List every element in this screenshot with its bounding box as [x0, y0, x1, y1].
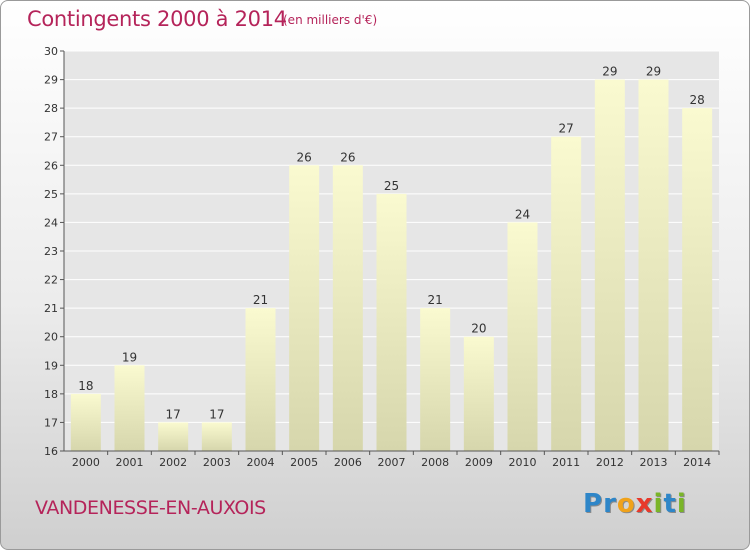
bar: [245, 308, 276, 451]
chart-subtitle: (en milliers d'€): [283, 13, 378, 27]
x-tick-label: 2011: [552, 456, 580, 469]
bars: [70, 79, 713, 452]
data-label: 27: [559, 122, 574, 136]
y-tick-label: 18: [44, 388, 58, 401]
logo-letter: t: [663, 489, 677, 519]
y-tick-label: 25: [44, 188, 58, 201]
bar: [463, 336, 494, 451]
bar: [507, 222, 538, 451]
bar: [551, 136, 582, 451]
bar: [594, 79, 625, 452]
x-tick-label: 2002: [159, 456, 187, 469]
y-tick-label: 29: [44, 74, 58, 87]
data-label: 25: [384, 179, 399, 193]
bar: [682, 108, 713, 452]
logo-letter: r: [603, 489, 617, 519]
x-tick-label: 2005: [290, 456, 318, 469]
bar: [376, 193, 407, 451]
logo-letter: x: [635, 489, 654, 519]
x-tick-label: 2010: [509, 456, 537, 469]
bar: [158, 422, 189, 451]
x-tick-label: 2001: [116, 456, 144, 469]
y-tick-label: 28: [44, 102, 58, 115]
data-label: 17: [166, 407, 181, 421]
x-tick-label: 2012: [596, 456, 624, 469]
bar: [420, 308, 451, 451]
data-label: 29: [646, 65, 661, 79]
x-tick-label: 2013: [640, 456, 668, 469]
logo-letter: i: [653, 489, 664, 519]
logo-letter: i: [676, 489, 687, 519]
x-tick-label: 2014: [683, 456, 711, 469]
proxiti-logo[interactable]: Proxiti: [583, 489, 687, 519]
y-tick-label: 24: [44, 216, 58, 229]
bar: [332, 165, 363, 452]
x-tick-label: 2004: [247, 456, 275, 469]
commune-name: VANDENESSE-EN-AUXOIS: [35, 497, 266, 519]
x-tick-label: 2003: [203, 456, 231, 469]
data-label: 18: [78, 379, 93, 393]
data-label: 20: [471, 322, 486, 336]
y-tick-label: 19: [44, 359, 58, 372]
y-tick-label: 22: [44, 274, 58, 287]
x-tick-label: 2007: [378, 456, 406, 469]
bar: [201, 422, 232, 451]
data-label: 29: [602, 65, 617, 79]
labels: 2000 18 2001 19 2002 17 2003 17 2004 21 2005 26 2006…: [72, 65, 711, 469]
bar: [289, 165, 320, 452]
logo-letter: P: [583, 489, 604, 519]
bar: [638, 79, 669, 452]
y-tick-label: 26: [44, 159, 58, 172]
logo-letter: o: [616, 489, 636, 519]
data-label: 24: [515, 207, 530, 221]
data-label: 26: [297, 150, 312, 164]
y-tick-label: 16: [44, 445, 58, 458]
x-tick-label: 2000: [72, 456, 100, 469]
y-tick-label: 21: [44, 302, 58, 315]
x-tick-label: 2008: [421, 456, 449, 469]
data-label: 28: [690, 93, 705, 107]
y-tick-label: 30: [44, 45, 58, 58]
x-tick-label: 2006: [334, 456, 362, 469]
axes: 16 17 18 19 20 21 22 23 24 25 26 27 28 29 30: [44, 45, 720, 458]
y-tick-label: 17: [44, 416, 58, 429]
bar: [70, 393, 101, 451]
y-tick-label: 27: [44, 131, 58, 144]
chart-title: Contingents 2000 à 2014: [27, 7, 287, 31]
y-tick-label: 23: [44, 245, 58, 258]
x-tick-label: 2009: [465, 456, 493, 469]
data-label: 21: [428, 293, 443, 307]
data-label: 17: [209, 407, 224, 421]
data-label: 26: [340, 150, 355, 164]
y-tick-label: 20: [44, 331, 58, 344]
data-label: 19: [122, 350, 137, 364]
bar: [114, 365, 145, 451]
data-label: 21: [253, 293, 268, 307]
